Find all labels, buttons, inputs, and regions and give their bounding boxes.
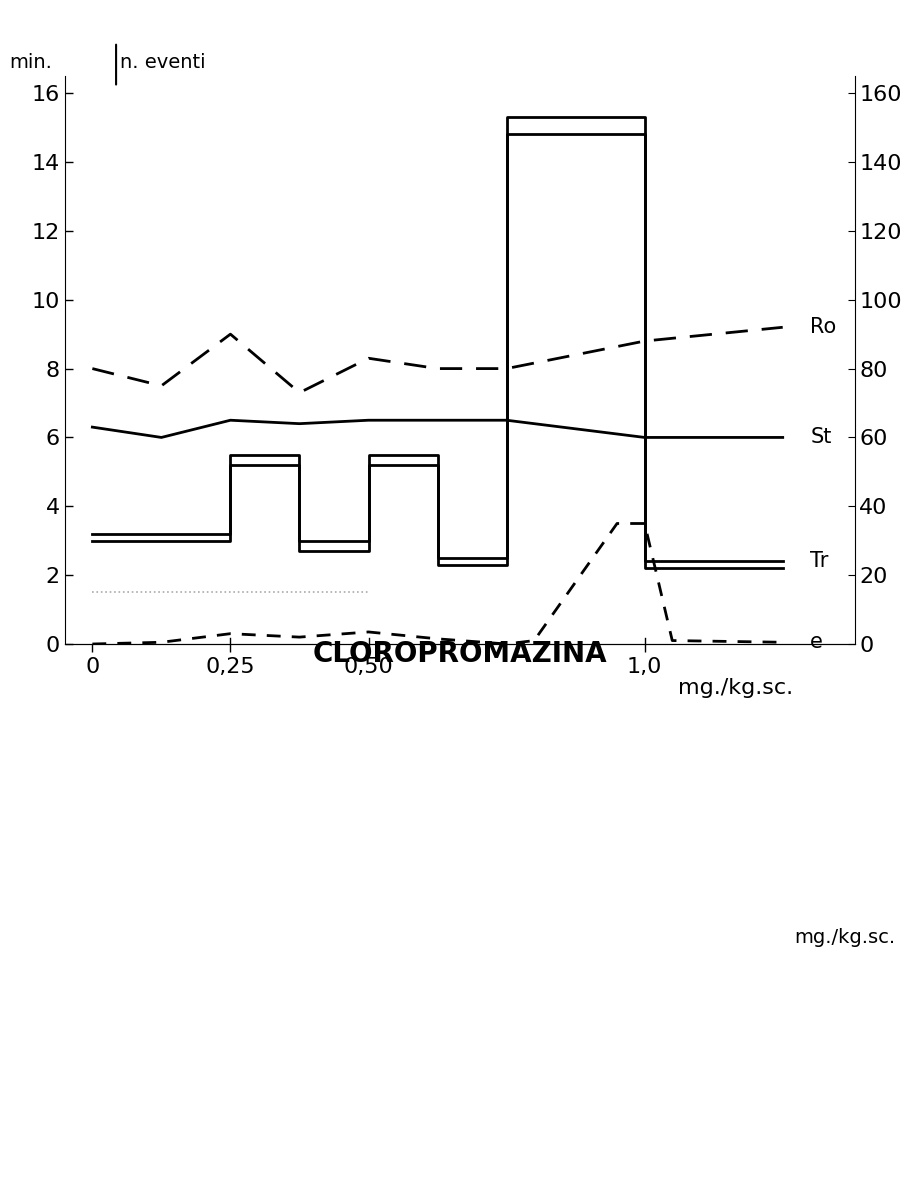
Text: mg./kg.sc.: mg./kg.sc.: [794, 928, 895, 947]
Text: Ro: Ro: [811, 317, 836, 337]
Text: e: e: [811, 632, 823, 653]
X-axis label: mg./kg.sc.: mg./kg.sc.: [679, 678, 793, 698]
Text: min.: min.: [9, 53, 52, 72]
Text: Tr: Tr: [811, 551, 829, 571]
Text: n. eventi: n. eventi: [120, 53, 205, 72]
Title: CLOROPROMAZINA: CLOROPROMAZINA: [313, 641, 607, 668]
Text: St: St: [811, 427, 832, 448]
